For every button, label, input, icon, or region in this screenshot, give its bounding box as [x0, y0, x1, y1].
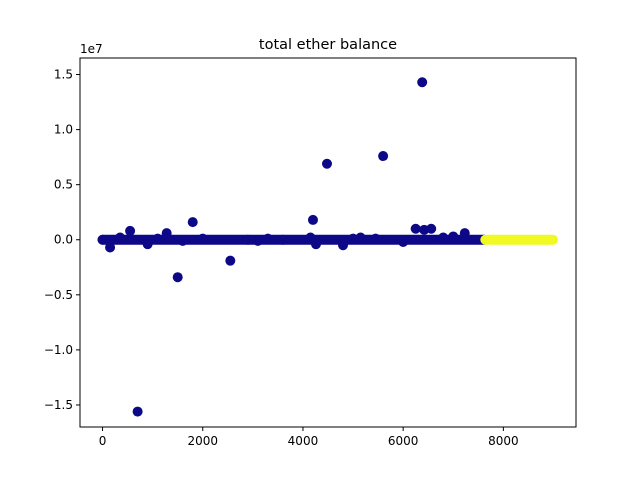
series-0-point	[410, 223, 421, 234]
y-tick-label: −1.0	[44, 343, 73, 357]
x-tick-label: 2000	[187, 434, 218, 448]
x-tick-label: 6000	[388, 434, 419, 448]
series-0-point	[348, 233, 359, 244]
x-tick-label: 0	[99, 434, 107, 448]
series-0-point	[142, 239, 153, 250]
series-0-point	[370, 233, 381, 244]
series-0-point	[338, 240, 349, 251]
series-0-point	[307, 214, 318, 225]
series-0-point	[398, 236, 409, 247]
series-0-point	[262, 233, 273, 244]
plot-marks	[97, 77, 558, 417]
series-0-point	[115, 232, 126, 243]
series-0-point	[197, 233, 208, 244]
series-0-point	[152, 233, 163, 244]
series-0-point	[252, 235, 263, 246]
series-0-point	[225, 255, 236, 266]
series-0-point	[426, 223, 437, 234]
series-0-point	[321, 158, 332, 169]
series-0-point	[132, 406, 143, 417]
x-axis: 0 2000 4000 6000 8000	[99, 427, 519, 448]
series-0-point	[187, 217, 198, 228]
series-0-point	[417, 77, 428, 88]
series-0-point	[277, 234, 288, 245]
y-tick-label: −1.5	[44, 398, 73, 412]
series-0-point	[97, 234, 108, 245]
series-0-point	[310, 239, 321, 250]
x-tick-label: 4000	[288, 434, 319, 448]
y-offset-label: 1e7	[80, 42, 103, 56]
y-tick-label: 0.0	[54, 233, 73, 247]
y-tick-label: 1.0	[54, 123, 73, 137]
series-0-point	[378, 151, 389, 162]
y-tick-label: 1.5	[54, 68, 73, 82]
series-0-point	[305, 232, 316, 243]
x-tick-label: 8000	[488, 434, 519, 448]
series-0-point	[355, 232, 366, 243]
y-tick-label: 0.5	[54, 178, 73, 192]
series-0-point	[448, 231, 459, 242]
y-axis: −1.5 −1.0 −0.5 0.0 0.5 1.0 1.5	[44, 68, 80, 412]
series-0-point	[172, 272, 183, 283]
series-0-point	[242, 234, 253, 245]
series-0-point	[177, 235, 188, 246]
series-0-point	[105, 242, 116, 253]
series-0-point	[438, 232, 449, 243]
series-0-point	[161, 228, 172, 239]
chart-title: total ether balance	[259, 37, 397, 53]
series-0-point	[125, 225, 136, 236]
plot-frame	[79, 57, 577, 428]
series-0-point	[459, 228, 470, 239]
y-tick-label: −0.5	[44, 288, 73, 302]
